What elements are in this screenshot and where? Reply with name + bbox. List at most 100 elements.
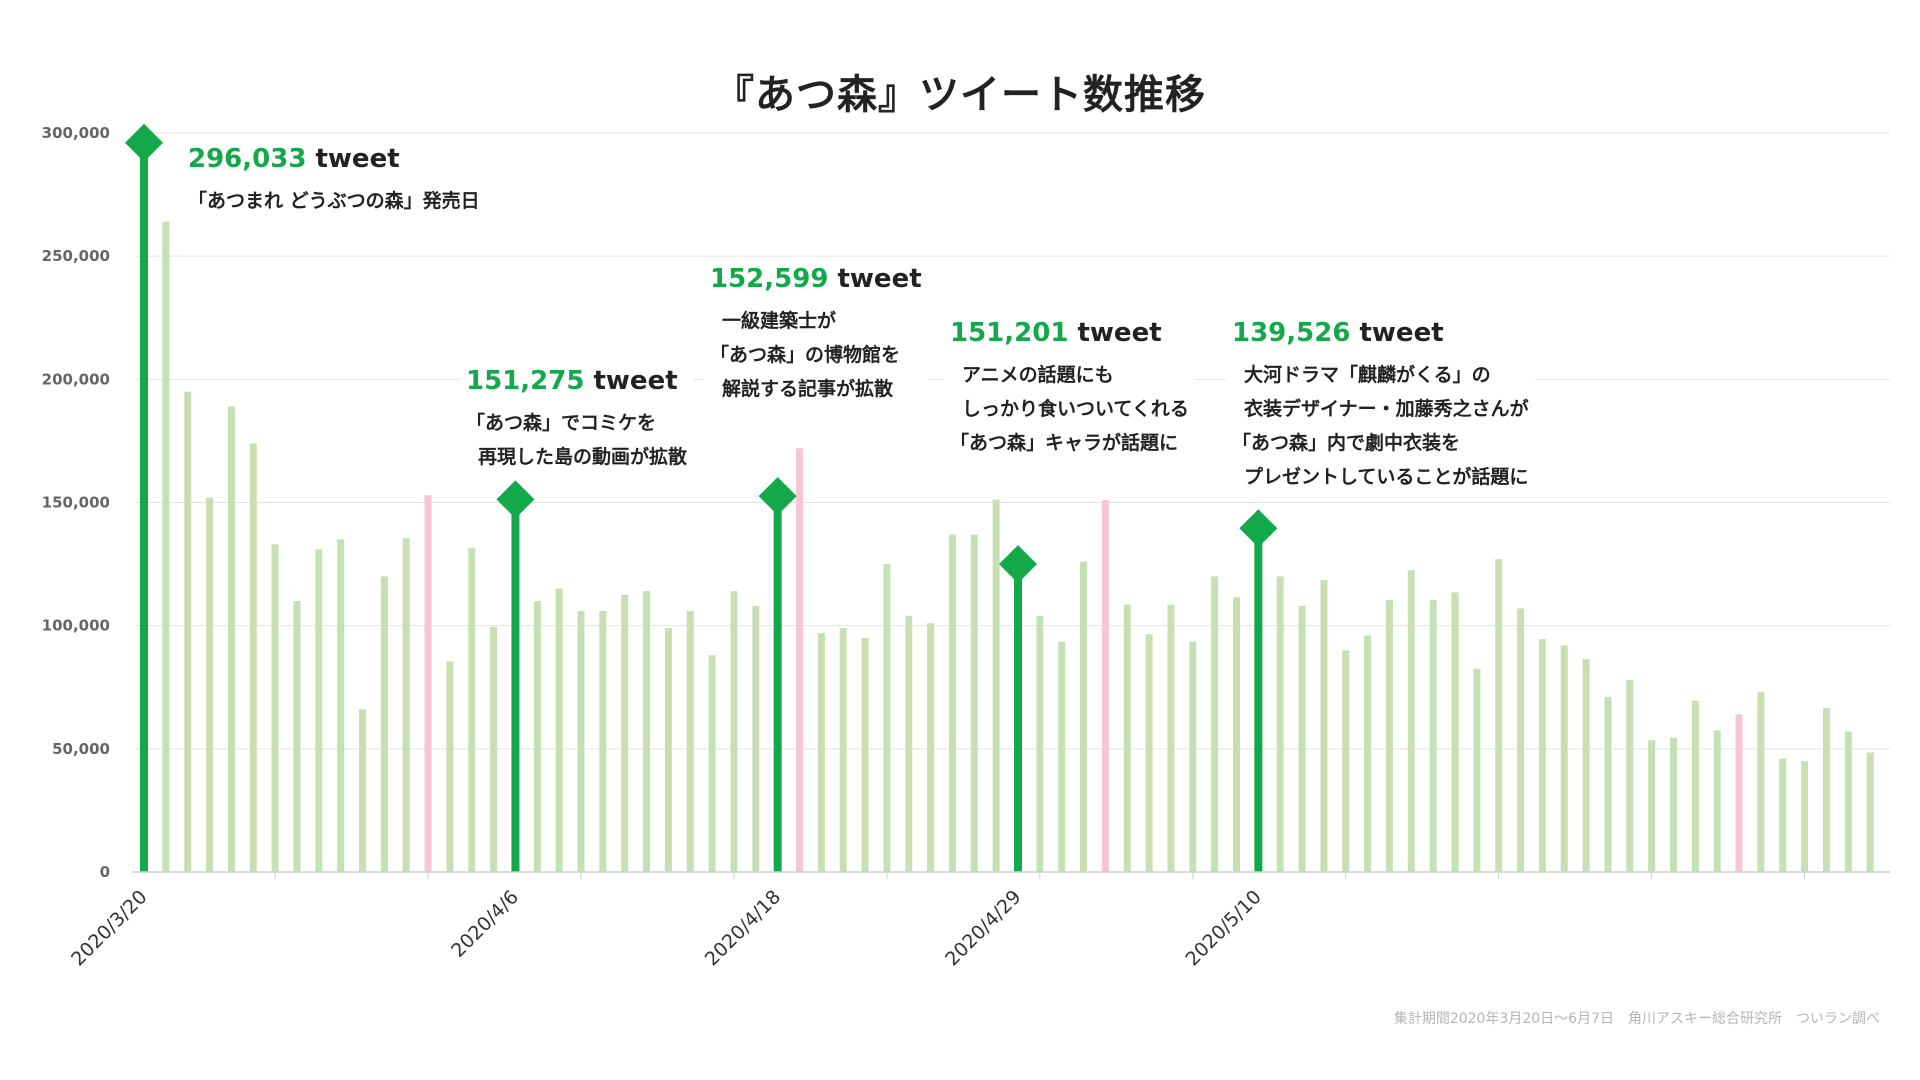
bar	[446, 661, 454, 872]
bar	[1298, 605, 1306, 872]
bar	[927, 623, 935, 872]
bar	[708, 655, 716, 872]
bar	[1123, 604, 1131, 872]
highlight-diamond-marker	[758, 477, 797, 516]
bar	[1844, 731, 1852, 872]
x-date-label: 2020/5/10	[1181, 886, 1265, 970]
annotation-3-line-0: アニメの話題にも	[962, 364, 1114, 386]
annotation-4-line-0: 大河ドラマ「麒麟がくる」の	[1244, 364, 1491, 386]
bar	[1670, 737, 1677, 872]
annotation-4-line-2: 「あつ森」内で劇中衣装を	[1232, 432, 1461, 454]
bars	[140, 142, 1874, 873]
bar	[1866, 752, 1874, 872]
bar	[752, 605, 760, 872]
bar	[1211, 576, 1219, 872]
bar	[664, 628, 672, 872]
annotation-3: 151,201 tweet アニメの話題にも しっかり食いついてくれる 「あつ森…	[944, 312, 1195, 466]
y-tick-label: 250,000	[42, 247, 110, 265]
annotation-4: 139,526 tweet 大河ドラマ「麒麟がくる」の 衣装デザイナー・加藤秀之…	[1226, 312, 1535, 500]
bar	[1451, 592, 1459, 872]
annotation-2-unit: tweet	[837, 264, 922, 294]
bar	[337, 539, 345, 872]
annotation-0-unit: tweet	[315, 144, 400, 174]
y-tick-label: 200,000	[42, 370, 110, 388]
bar	[533, 601, 541, 872]
bar	[184, 391, 192, 872]
bar	[1822, 708, 1830, 872]
bar	[1735, 714, 1743, 872]
bar	[1538, 639, 1546, 872]
highlight-bar	[140, 142, 148, 873]
annotation-3-line-2: 「あつ森」キャラが話題に	[950, 432, 1179, 454]
bar	[1473, 668, 1481, 872]
x-date-label: 2020/3/20	[67, 886, 151, 970]
bar	[1801, 761, 1809, 872]
bar	[162, 221, 170, 872]
bar	[905, 615, 913, 872]
bar	[271, 544, 279, 872]
bar	[380, 576, 388, 872]
highlight-bar	[1014, 564, 1022, 872]
bar	[1626, 679, 1634, 872]
highlight-bar	[1254, 528, 1263, 872]
bar	[686, 610, 694, 872]
annotation-1-value: 151,275	[466, 366, 585, 396]
highlight-diamond-marker	[999, 545, 1037, 584]
bar	[817, 633, 825, 872]
bar	[643, 591, 651, 872]
axes: 0 50,000 100,000 150,000 200,000 250,000 300,0…	[42, 124, 1890, 970]
bar	[1058, 641, 1066, 872]
x-date-label: 2020/4/29	[941, 886, 1025, 970]
annotation-1: 151,275 tweet 「あつ森」でコミケを 再現した島の動画が拡散	[460, 360, 694, 480]
bar	[948, 534, 956, 872]
bar	[1495, 559, 1503, 872]
bar	[249, 443, 257, 872]
bar	[1385, 599, 1393, 872]
annotation-0-line-0: 「あつまれ どうぶつの森」発売日	[188, 190, 480, 212]
annotation-2: 152,599 tweet 一級建築士が 「あつ森」の博物館を 解説する記事が拡…	[704, 258, 928, 412]
y-tick-label: 300,000	[42, 124, 110, 142]
bar	[293, 601, 301, 872]
bar	[730, 591, 738, 872]
bar	[861, 637, 869, 872]
bar	[883, 564, 891, 872]
bar	[1233, 597, 1240, 872]
bar	[1276, 576, 1284, 872]
bar	[1167, 604, 1175, 872]
annotation-2-line-1: 「あつ森」の博物館を	[710, 344, 901, 366]
bar	[1145, 634, 1153, 872]
bar	[1189, 641, 1197, 872]
bar	[839, 628, 847, 872]
bar	[1320, 580, 1328, 872]
bar	[970, 534, 978, 872]
bar	[424, 495, 432, 872]
x-date-label: 2020/4/6	[447, 886, 523, 962]
bar	[1364, 635, 1372, 872]
annotation-2-line-0: 一級建築士が	[722, 310, 837, 332]
bar	[1713, 730, 1721, 872]
bar	[1080, 561, 1088, 872]
chart-title: 『あつ森』ツイート数推移	[714, 72, 1206, 118]
annotation-0: 296,033 tweet 「あつまれ どうぶつの森」発売日	[182, 138, 486, 224]
bar	[577, 610, 585, 872]
annotation-1-line-1: 再現した島の動画が拡散	[478, 446, 688, 468]
bar	[1582, 658, 1590, 872]
bar	[1342, 650, 1350, 872]
annotation-2-value: 152,599	[710, 264, 829, 294]
bar	[555, 588, 563, 872]
x-date-label: 2020/4/18	[701, 886, 785, 970]
y-tick-label: 100,000	[42, 617, 110, 635]
source-note: 集計期間2020年3月20日～6月7日 角川アスキー総合研究所 ついラン調べ	[1393, 1011, 1880, 1027]
bar	[206, 497, 214, 872]
bar	[1407, 570, 1415, 872]
annotation-4-value: 139,526	[1232, 318, 1351, 348]
annotation-4-line-3: プレゼントしていることが話題に	[1244, 466, 1529, 488]
highlight-markers	[125, 123, 1278, 584]
bar	[621, 594, 629, 872]
annotation-0-value: 296,033	[188, 144, 307, 174]
annotation-3-unit: tweet	[1077, 318, 1162, 348]
bar	[1101, 500, 1109, 872]
annotation-4-unit: tweet	[1359, 318, 1444, 348]
bar	[599, 610, 607, 872]
